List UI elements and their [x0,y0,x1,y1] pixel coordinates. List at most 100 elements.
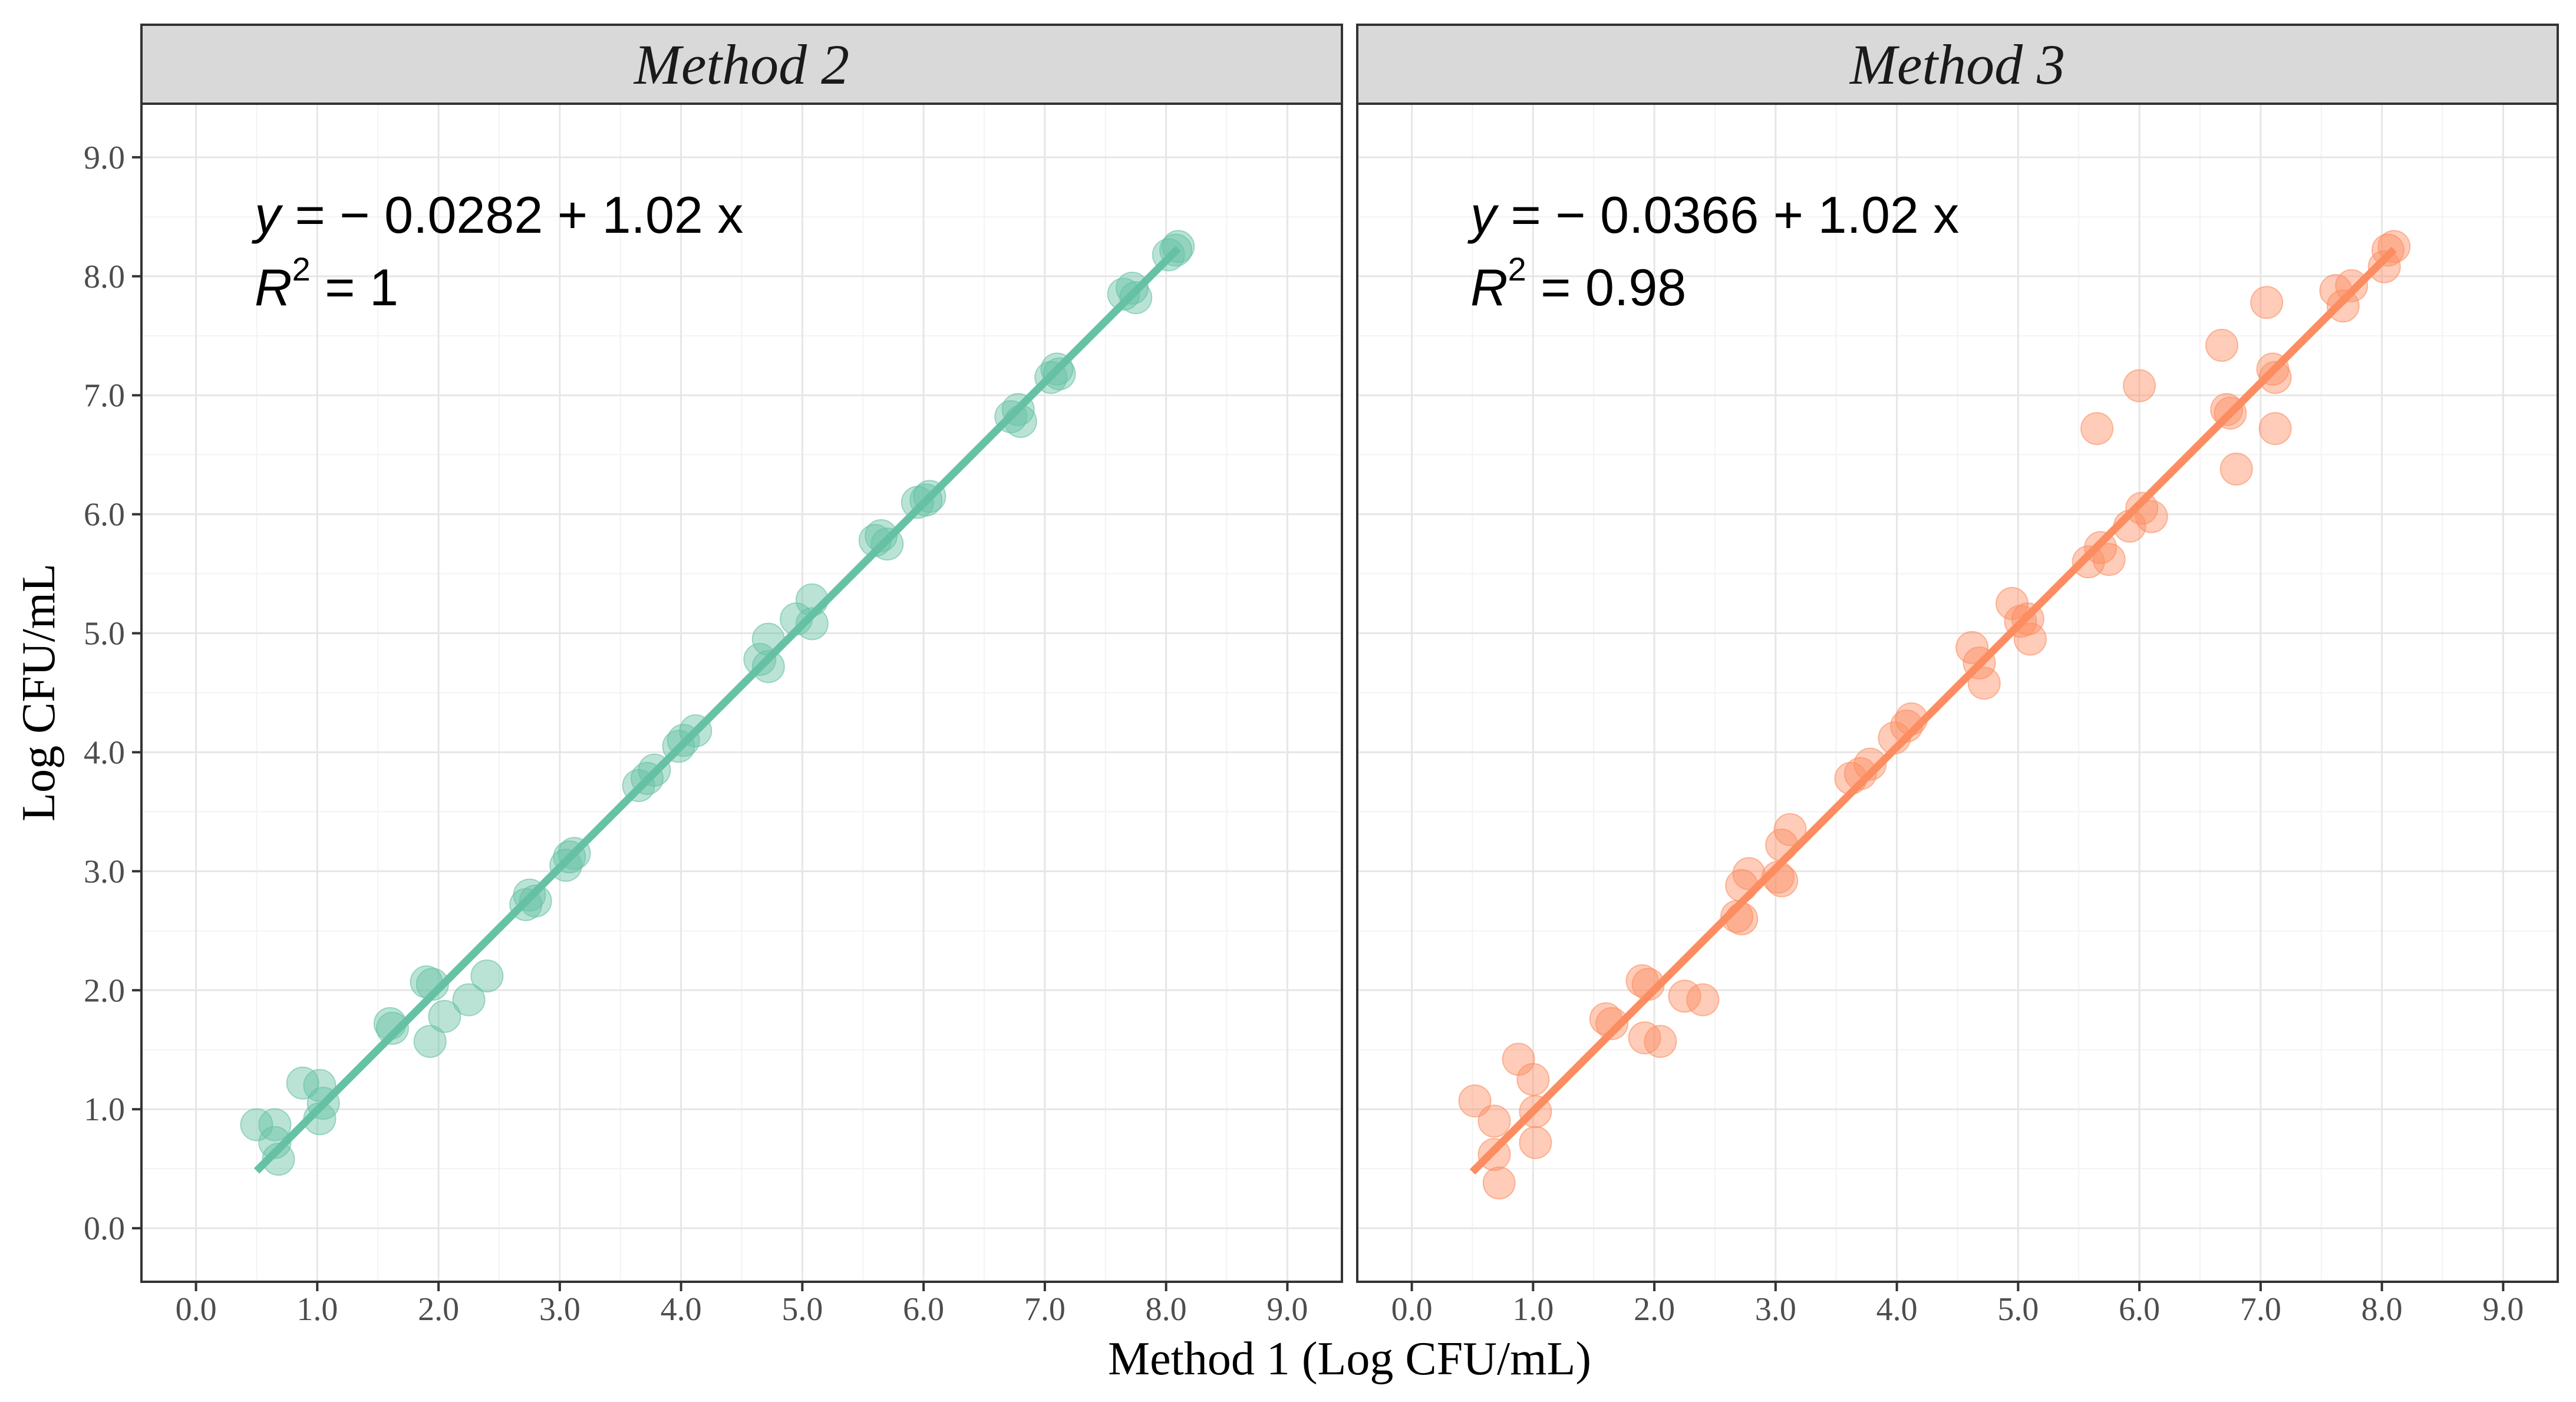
data-point [751,650,785,684]
data-point [2214,396,2247,430]
data-point [751,622,785,656]
data-point [2092,543,2126,576]
data-point [553,840,586,874]
fit-line-layer [253,245,1181,1174]
x-tick-label: 8.0 [2361,1291,2403,1328]
x-tick-label: 0.0 [176,1291,217,1328]
x-tick-label: 6.0 [903,1291,944,1328]
data-point [1589,1002,1622,1035]
data-point [1595,1007,1629,1040]
y-tick-label: 9.0 [84,140,125,176]
data-point [1482,1166,1516,1200]
r2-lhs: R [1470,258,1508,316]
x-tick-label: 2.0 [1634,1291,1675,1328]
x-tick-label: 8.0 [1146,1291,1187,1328]
data-points-layer [240,230,1195,1176]
x-tick-label: 9.0 [1266,1291,1308,1328]
regression-line [253,245,1181,1174]
x-axis-title: Method 1 (Log CFU/mL) [1108,1333,1591,1385]
data-point [2367,250,2401,283]
y-axis-ticks: 0.0 1.0 2.0 3.0 4.0 5.0 6.0 7.0 8.0 9.0 [84,140,141,1247]
equation-lhs: y [1467,186,1499,244]
data-point [1001,392,1035,426]
data-point [2377,230,2411,263]
x-axis-ticks: 0.0 1.0 2.0 3.0 4.0 5.0 6.0 7.0 8.0 9.0 [1391,1282,2524,1328]
data-point [2113,509,2146,543]
data-point [1843,757,1877,790]
data-point [1644,1025,1677,1058]
data-point [240,1108,273,1142]
data-point [1625,964,1659,998]
data-point [1477,1104,1511,1138]
strip-background [140,24,1343,105]
data-point [452,983,486,1017]
data-point [870,527,904,561]
data-point [1967,667,2001,700]
data-point [470,959,504,993]
data-point [1773,813,1807,846]
data-point [2011,602,2044,636]
data-point [795,607,829,641]
data-point [2123,369,2156,403]
data-point [2219,452,2253,486]
data-point [1502,1043,1535,1076]
data-point [1477,1137,1511,1171]
data-point [1043,357,1076,391]
data-point [286,1066,319,1100]
data-point [2080,412,2114,446]
data-point [428,999,461,1033]
data-point [519,884,552,918]
x-tick-label: 1.0 [296,1291,338,1328]
data-point [1516,1063,1550,1096]
data-point [1962,646,1996,680]
data-point [2205,328,2239,362]
strip-label: Method 3 [1849,33,2065,96]
data-point [1519,1126,1552,1159]
data-point [1765,828,1799,862]
x-tick-label: 7.0 [1024,1291,1066,1328]
x-tick-label: 1.0 [1512,1291,1553,1328]
data-point [413,1025,447,1058]
equation-line: y = − 0.0282 + 1.02 x [252,186,743,244]
r2-exponent: 2 [1508,250,1526,288]
data-point [513,878,546,912]
y-tick-label: 8.0 [84,259,125,295]
x-tick-label: 4.0 [1876,1291,1918,1328]
data-point [1895,702,1928,735]
data-point [638,753,671,787]
r-squared-line: R2 = 1 [255,250,398,316]
regression-equation: y = − 0.0366 + 1.02 x R2 = 0.98 [1467,186,1959,316]
data-point [913,480,946,513]
data-point [2084,531,2117,565]
data-point [415,968,449,1001]
data-point [303,1068,337,1102]
data-point [2250,286,2284,319]
data-point [1834,761,1868,795]
data-point [1878,721,1911,755]
r2-lhs: R [255,258,292,316]
data-point [375,1011,409,1045]
data-point [1765,864,1799,898]
data-point [2135,500,2168,533]
data-point [549,849,583,882]
panel-method-3: Method 3 y = − 0.0366 + 1.02 x R2 = 0.98… [1356,24,2559,1328]
data-point [679,714,713,748]
x-tick-label: 5.0 [781,1291,823,1328]
data-point [858,524,892,557]
y-tick-label: 1.0 [84,1091,125,1128]
data-point [306,1087,340,1120]
y-tick-label: 0.0 [84,1210,125,1247]
data-point [994,400,1028,434]
y-tick-label: 6.0 [84,497,125,533]
data-point [2258,361,2292,394]
panel-method-2: Method 2 y = − 0.0282 + 1.02 x R2 = 1 0.… [140,24,1343,1328]
grid-lines [141,104,1342,1282]
equation-lhs: y [252,186,283,244]
grid-lines [1357,104,2558,1282]
fit-line-layer [1469,246,2397,1175]
data-point [1458,1084,1492,1118]
equation-rhs: = − 0.0366 + 1.02 x [1496,186,1959,244]
x-axis-ticks: 0.0 1.0 2.0 3.0 4.0 5.0 6.0 7.0 8.0 9.0 [176,1282,1308,1328]
y-tick-label: 7.0 [84,378,125,414]
